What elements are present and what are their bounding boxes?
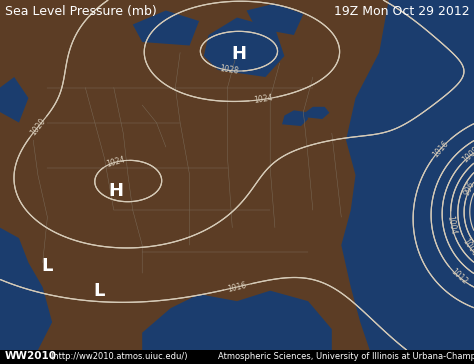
Text: 1000: 1000 bbox=[461, 237, 474, 258]
Text: 1004: 1004 bbox=[446, 214, 458, 235]
Text: 1028: 1028 bbox=[219, 64, 239, 76]
Polygon shape bbox=[246, 4, 303, 35]
Text: Atmospheric Sciences, University of Illinois at Urbana-Champaign: Atmospheric Sciences, University of Illi… bbox=[218, 352, 474, 361]
Text: 1020: 1020 bbox=[28, 116, 47, 137]
Text: 1008: 1008 bbox=[461, 145, 474, 165]
Polygon shape bbox=[204, 17, 284, 77]
Polygon shape bbox=[0, 77, 28, 123]
Text: H: H bbox=[109, 182, 124, 200]
Polygon shape bbox=[0, 0, 474, 350]
Polygon shape bbox=[142, 290, 332, 350]
Text: (http://ww2010.atmos.uiuc.edu/): (http://ww2010.atmos.uiuc.edu/) bbox=[50, 352, 187, 361]
Text: L: L bbox=[94, 282, 105, 300]
Text: L: L bbox=[42, 257, 53, 275]
Polygon shape bbox=[341, 0, 474, 350]
Text: Sea Level Pressure (mb): Sea Level Pressure (mb) bbox=[5, 5, 156, 18]
Text: H: H bbox=[232, 45, 247, 63]
Polygon shape bbox=[306, 107, 329, 119]
Text: 1016: 1016 bbox=[227, 280, 248, 293]
Text: 1024: 1024 bbox=[105, 155, 127, 169]
Polygon shape bbox=[0, 228, 52, 350]
Polygon shape bbox=[282, 110, 308, 126]
Text: WW2010: WW2010 bbox=[5, 351, 57, 361]
Text: 1012: 1012 bbox=[449, 267, 469, 286]
Text: 996: 996 bbox=[463, 180, 474, 197]
Text: 19Z Mon Oct 29 2012: 19Z Mon Oct 29 2012 bbox=[334, 5, 469, 18]
Text: 1016: 1016 bbox=[431, 139, 450, 159]
Polygon shape bbox=[133, 11, 199, 46]
Text: 1024: 1024 bbox=[253, 94, 273, 105]
